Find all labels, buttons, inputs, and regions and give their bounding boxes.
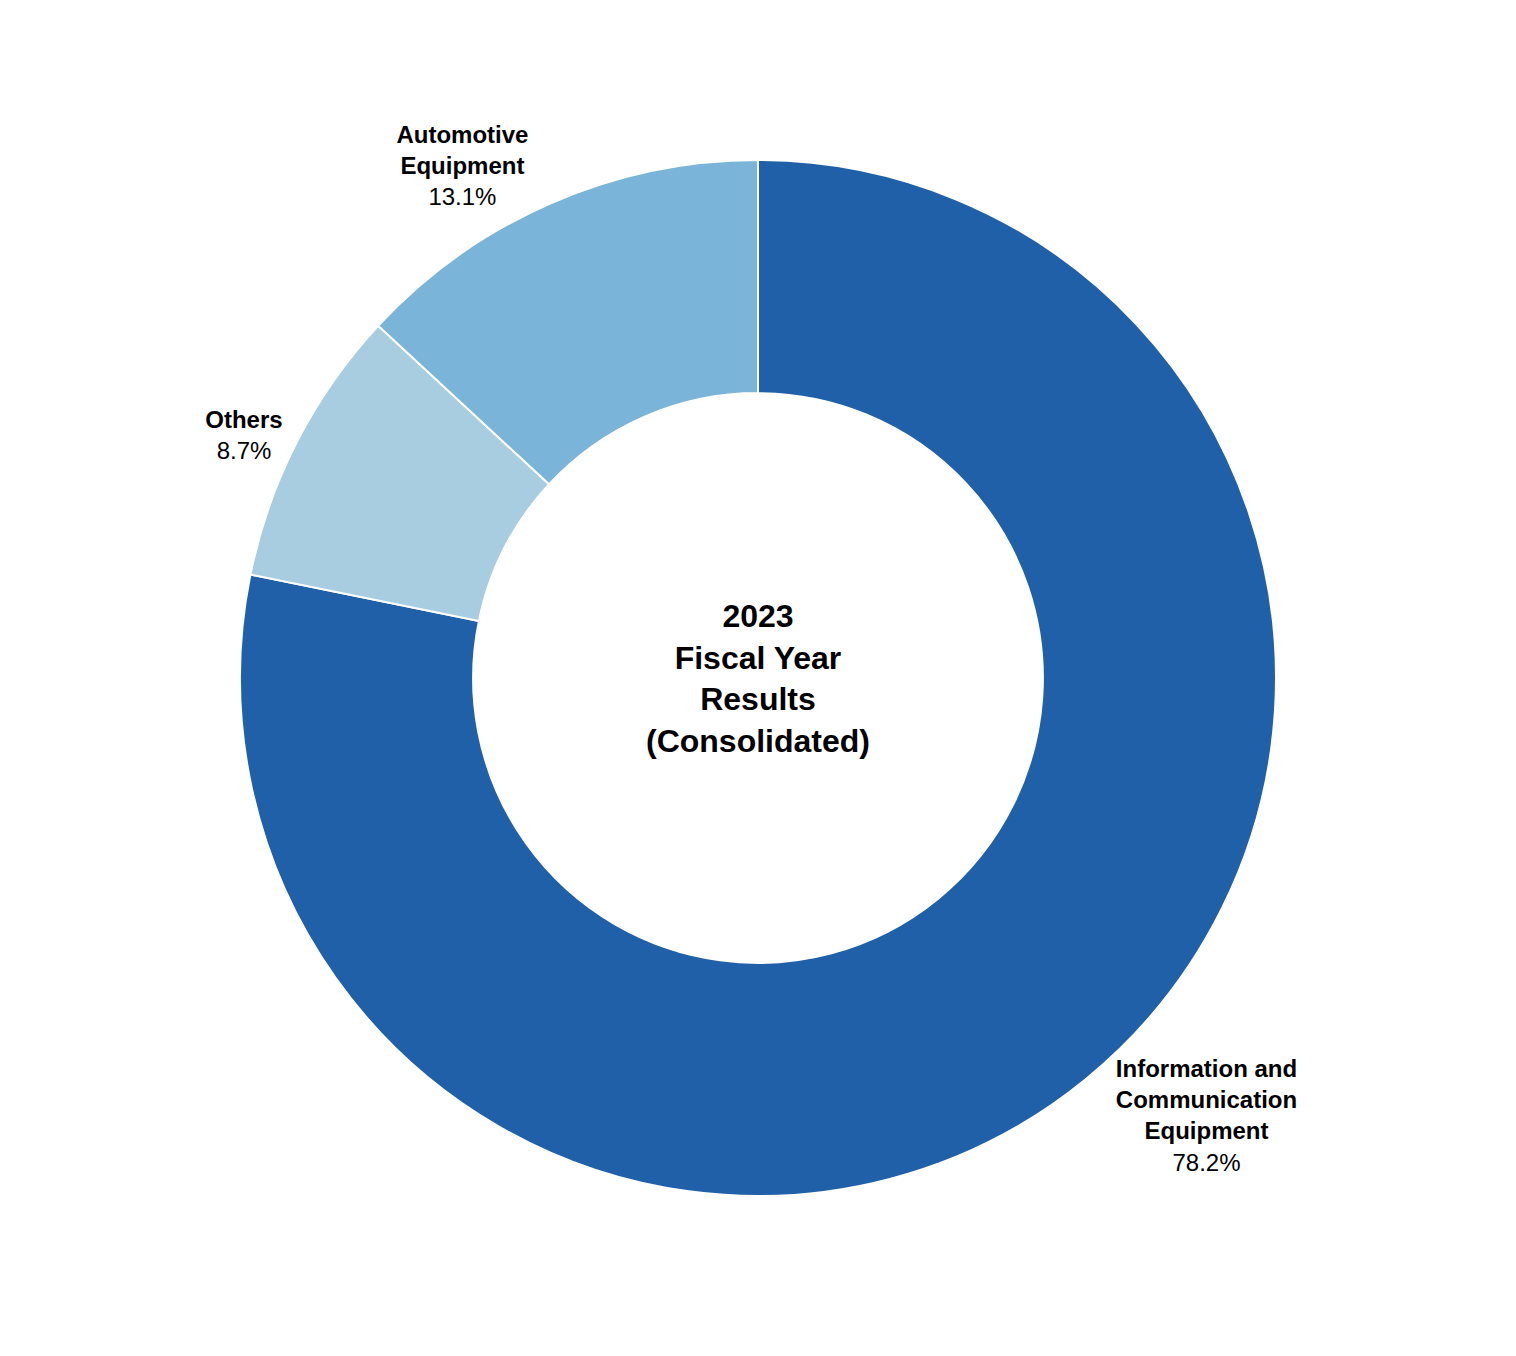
svg-text:Information andCommunicationEq: Information andCommunicationEquipment78.…: [1116, 1055, 1297, 1176]
svg-text:AutomotiveEquipment13.1%: AutomotiveEquipment13.1%: [396, 121, 528, 210]
svg-text:2023Fiscal YearResults(Consoli: 2023Fiscal YearResults(Consolidated): [646, 598, 870, 759]
svg-text:Others8.7%: Others8.7%: [205, 406, 282, 464]
